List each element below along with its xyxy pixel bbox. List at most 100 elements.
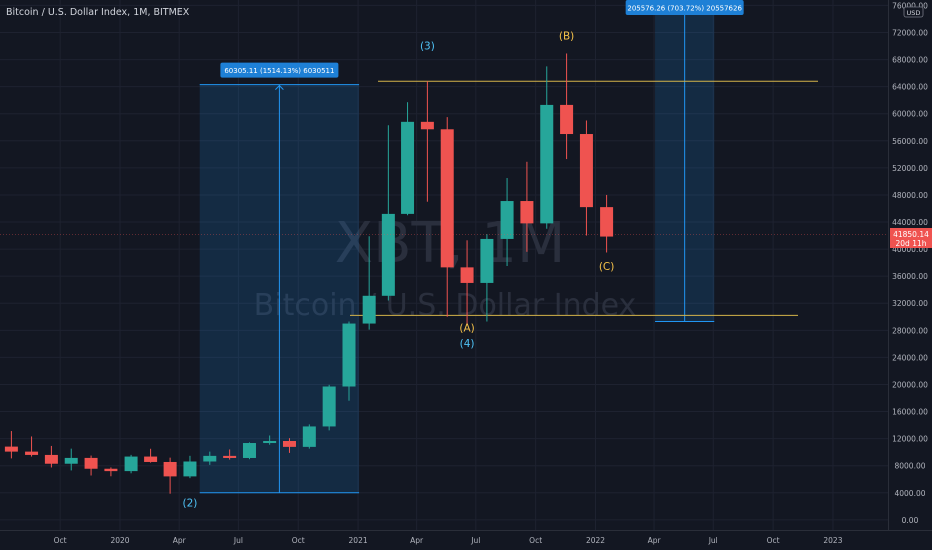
- measure-label: 60305.11 (1514.13%) 6030511: [224, 67, 334, 75]
- candle[interactable]: [104, 467, 118, 477]
- candle[interactable]: [44, 445, 58, 468]
- candle[interactable]: [600, 194, 614, 253]
- candle[interactable]: [440, 117, 454, 317]
- candle[interactable]: [64, 448, 78, 471]
- candle-body: [600, 207, 614, 237]
- candle[interactable]: [500, 178, 514, 267]
- candle[interactable]: [420, 81, 434, 202]
- candle[interactable]: [460, 240, 474, 325]
- price-tick-label: 52000.00: [892, 164, 928, 173]
- candle-body: [203, 455, 217, 462]
- candle-body: [579, 134, 593, 208]
- candle[interactable]: [480, 234, 494, 322]
- price-tick-label: 8000.00: [894, 462, 925, 471]
- candle-body: [302, 426, 316, 447]
- time-tick-label: Apr: [410, 536, 424, 545]
- time-tick-label: Apr: [173, 536, 187, 545]
- candle[interactable]: [560, 53, 574, 160]
- candle[interactable]: [84, 455, 98, 476]
- price-tick-label: 36000.00: [892, 272, 928, 281]
- candle-body: [420, 121, 434, 130]
- price-tick-label: 76000.00: [892, 1, 928, 10]
- candle-body: [25, 451, 39, 455]
- wave-label[interactable]: (A): [459, 323, 474, 335]
- candle-body: [242, 443, 256, 458]
- time-tick-label: Jul: [708, 536, 718, 545]
- candle[interactable]: [381, 125, 395, 301]
- candle[interactable]: [302, 424, 316, 449]
- candle[interactable]: [579, 120, 593, 236]
- price-tick-label: 60000.00: [892, 110, 928, 119]
- candle[interactable]: [263, 435, 277, 445]
- wave-label[interactable]: (2): [183, 497, 198, 509]
- symbol-title: Bitcoin / U.S. Dollar Index, 1M, BITMEX: [6, 7, 190, 18]
- price-tick-label: 48000.00: [892, 191, 928, 200]
- candle[interactable]: [203, 451, 217, 465]
- price-tick-label: 16000.00: [892, 408, 928, 417]
- candle-body: [520, 201, 534, 224]
- candle-body: [104, 468, 118, 472]
- candle-body: [223, 455, 237, 458]
- candle-body: [183, 461, 197, 477]
- candle[interactable]: [401, 102, 415, 216]
- candle-body: [381, 213, 395, 296]
- horizontal-line-layer: [350, 80, 818, 316]
- current-price-label: 41850.14 20d 11h: [890, 228, 932, 248]
- candle[interactable]: [4, 431, 18, 459]
- time-axis[interactable]: Oct 2020 Apr Jul Oct 2021 Apr Jul Oct 2022 Apr Jul O…: [54, 536, 843, 545]
- price-tick-label: 64000.00: [892, 83, 928, 92]
- candles: [4, 53, 614, 494]
- time-tick-label: 2022: [586, 536, 605, 545]
- currency-badge[interactable]: USD: [903, 6, 924, 18]
- candle[interactable]: [242, 442, 256, 460]
- wave-label[interactable]: (4): [460, 338, 475, 350]
- price-tick-label: 44000.00: [892, 218, 928, 227]
- candle-body: [44, 454, 58, 464]
- candle[interactable]: [223, 449, 237, 460]
- wave-label[interactable]: (B): [559, 30, 574, 42]
- measure-label-box: [625, 0, 744, 15]
- price-tick-label: 72000.00: [892, 28, 928, 37]
- time-tick-label: 2020: [110, 536, 129, 545]
- price-tick-label: 24000.00: [892, 353, 928, 362]
- time-tick-label: 2023: [823, 536, 842, 545]
- candle[interactable]: [25, 436, 39, 457]
- candle-body: [64, 457, 78, 464]
- candle[interactable]: [282, 438, 296, 453]
- candle-body: [144, 456, 158, 462]
- time-tick-label: 2021: [349, 536, 368, 545]
- candle[interactable]: [124, 454, 138, 474]
- measure-label-box: [220, 62, 339, 78]
- candle[interactable]: [144, 448, 158, 463]
- candle-body: [342, 323, 356, 387]
- time-tick-label: Oct: [292, 536, 305, 545]
- wave-label[interactable]: (3): [420, 40, 435, 52]
- candle[interactable]: [342, 321, 356, 401]
- candle-body: [282, 440, 296, 447]
- candle-body: [480, 238, 494, 283]
- candle[interactable]: [520, 161, 534, 252]
- time-tick-label: Oct: [529, 536, 542, 545]
- measure-label: 205576.26 (703.72%) 20557626: [627, 5, 742, 13]
- wave-label[interactable]: (C): [599, 261, 615, 273]
- candle-body: [401, 121, 415, 214]
- candle-body: [84, 457, 98, 469]
- time-tick-label: Jul: [470, 536, 480, 545]
- candle[interactable]: [540, 66, 554, 229]
- watermark-description: Bitcoin / U.S. Dollar Index: [254, 288, 637, 323]
- candle[interactable]: [362, 236, 376, 330]
- annotation-layer: (2) (3) (4) (A) (B) (C): [183, 30, 615, 509]
- candle-body: [460, 267, 474, 283]
- candle-body: [560, 104, 574, 135]
- price-tick-label: 28000.00: [892, 326, 928, 335]
- candle[interactable]: [183, 455, 197, 479]
- price-tick-label: 4000.00: [894, 489, 925, 498]
- candle[interactable]: [163, 457, 177, 494]
- price-axis[interactable]: 76000.00 72000.00 68000.00 64000.00 60000.00…: [892, 1, 928, 524]
- price-tick-label: 0.00: [902, 516, 919, 525]
- price-tick-label: 40000.00: [892, 245, 928, 254]
- candle[interactable]: [322, 384, 336, 431]
- time-tick-label: Apr: [648, 536, 662, 545]
- candle-body: [362, 295, 376, 324]
